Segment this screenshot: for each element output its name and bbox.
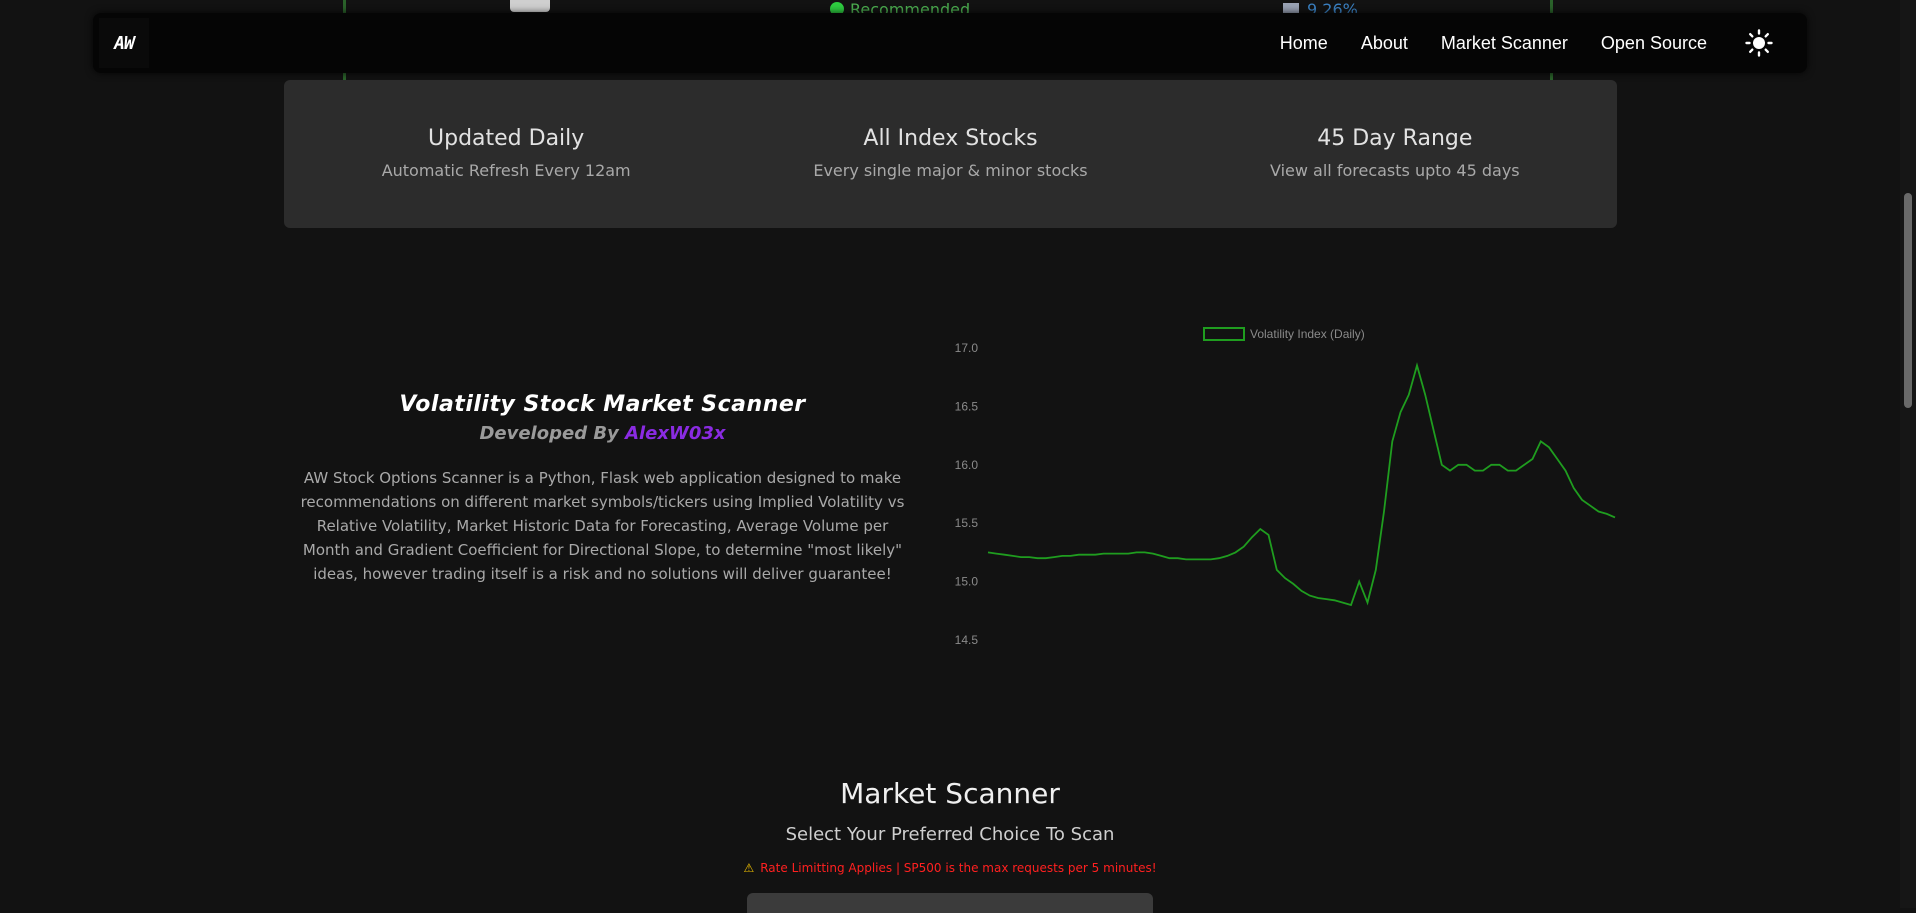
y-tick-label: 15.5 xyxy=(955,516,979,530)
nav-open-source-link[interactable]: Open Source xyxy=(1600,32,1707,53)
feature-title: 45 Day Range xyxy=(1317,126,1473,151)
scrollbar-thumb[interactable] xyxy=(1904,193,1912,408)
navbar: AW Home About Market Scanner Open Source xyxy=(93,13,1807,73)
feature-subtitle: View all forecasts upto 45 days xyxy=(1270,161,1520,180)
feature-subtitle: Every single major & minor stocks xyxy=(813,161,1088,180)
feature-45-day-range: 45 Day Range View all forecasts upto 45 … xyxy=(1173,80,1617,228)
green-dot-icon xyxy=(830,2,844,16)
nav-market-scanner-link[interactable]: Market Scanner xyxy=(1440,32,1568,53)
feature-title: Updated Daily xyxy=(428,126,585,151)
nav-links: Home About Market Scanner Open Source xyxy=(1280,13,1707,73)
market-scanner-section: Market Scanner Select Your Preferred Cho… xyxy=(0,777,1900,875)
y-tick-label: 15.0 xyxy=(955,575,979,589)
scanner-title: Market Scanner xyxy=(840,777,1060,810)
legend-label: Volatility Index (Daily) xyxy=(1250,327,1365,341)
about-description: AW Stock Options Scanner is a Python, Fl… xyxy=(300,469,905,583)
feature-title: All Index Stocks xyxy=(863,126,1038,151)
about-title: Volatility Stock Market Scanner xyxy=(399,392,806,417)
y-tick-label: 14.5 xyxy=(955,633,979,647)
nav-home-link[interactable]: Home xyxy=(1279,32,1328,53)
partial-icon xyxy=(510,0,550,12)
series-line-volatility-index xyxy=(987,362,1616,607)
nav-about-link[interactable]: About xyxy=(1360,32,1408,53)
scanner-select-box[interactable] xyxy=(747,893,1153,913)
logo[interactable]: AW xyxy=(99,18,149,68)
warning-icon: ⚠ xyxy=(743,861,755,875)
feature-updated-daily: Updated Daily Automatic Refresh Every 12… xyxy=(284,80,728,228)
y-tick-label: 16.0 xyxy=(955,458,979,472)
sun-icon[interactable] xyxy=(1745,29,1773,57)
legend-swatch[interactable] xyxy=(1203,327,1245,341)
scrollbar[interactable] xyxy=(1900,0,1916,908)
feature-all-index-stocks: All Index Stocks Every single major & mi… xyxy=(728,80,1172,228)
chart-icon xyxy=(1283,3,1299,16)
developed-by: Developed By AlexW03x xyxy=(479,423,726,444)
features-panel: Updated Daily Automatic Refresh Every 12… xyxy=(284,80,1617,228)
author-name: AlexW03x xyxy=(625,423,726,444)
about-section: Volatility Stock Market Scanner Develope… xyxy=(300,392,905,586)
y-tick-label: 17.0 xyxy=(955,341,979,355)
scanner-subtitle: Select Your Preferred Choice To Scan xyxy=(785,824,1115,845)
rate-limit-warning: ⚠ Rate Limitting Applies | SP500 is the m… xyxy=(743,861,1157,875)
volatility-chart: 17.0 16.5 16.0 15.5 15.0 14.5 Volatility Index… xyxy=(955,327,1616,647)
y-tick-label: 16.5 xyxy=(955,399,979,413)
feature-subtitle: Automatic Refresh Every 12am xyxy=(381,161,631,180)
